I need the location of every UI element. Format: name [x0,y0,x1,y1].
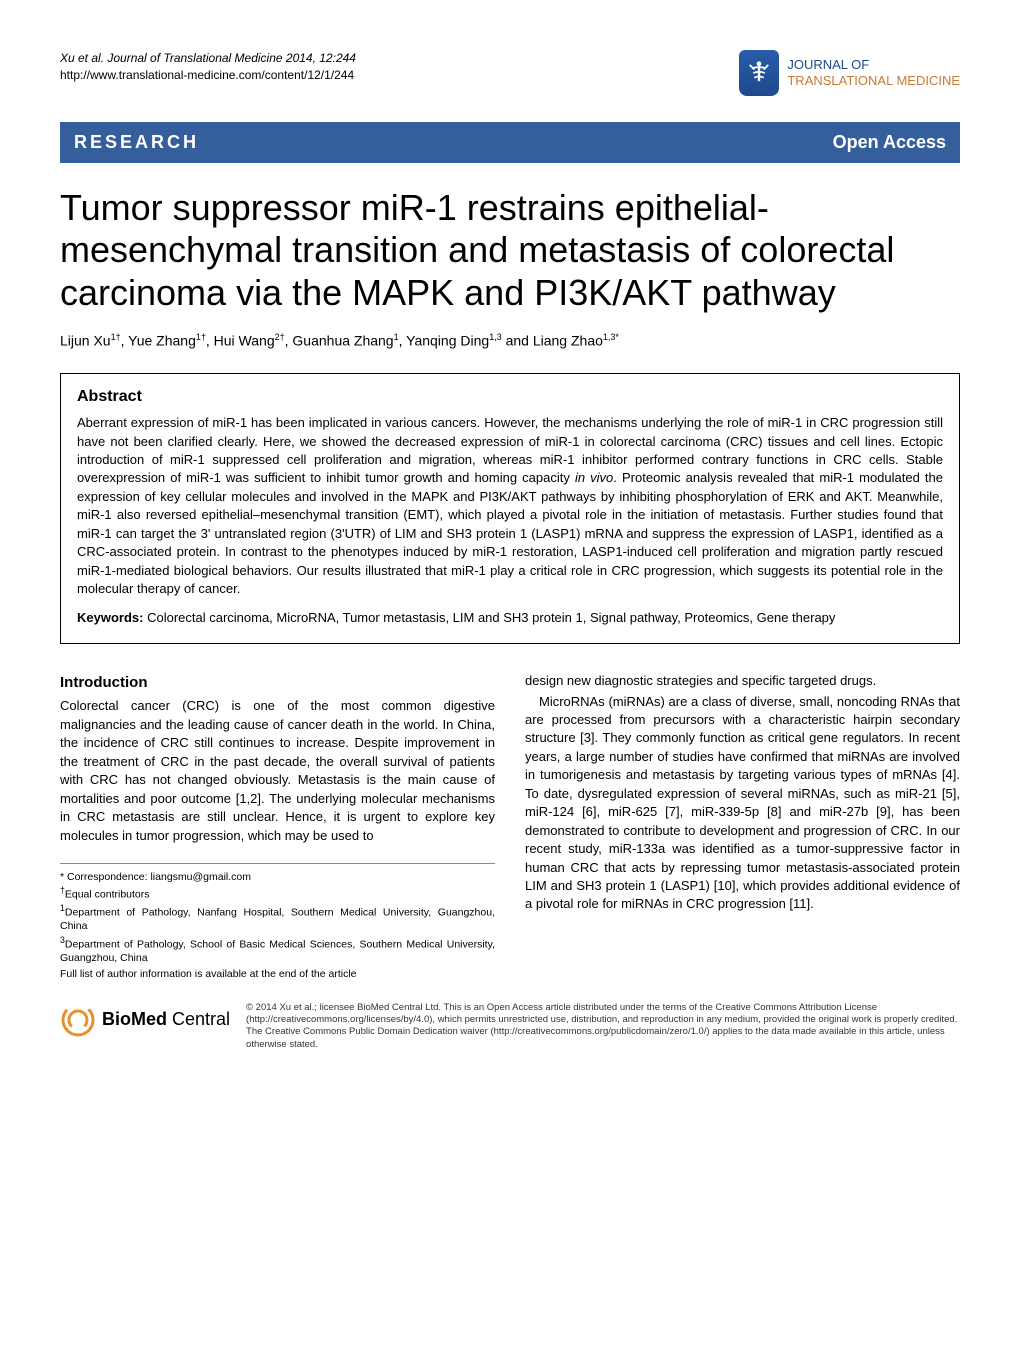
page-container: Xu et al. Journal of Translational Medic… [0,0,1020,1091]
header-row: Xu et al. Journal of Translational Medic… [60,50,960,96]
authors-line: Lijun Xu1†, Yue Zhang1†, Hui Wang2†, Gua… [60,332,960,349]
intro-right-p1: design new diagnostic strategies and spe… [525,672,960,690]
abstract-text: Aberrant expression of miR-1 has been im… [77,414,943,599]
left-column: Introduction Colorectal cancer (CRC) is … [60,672,495,982]
introduction-heading: Introduction [60,672,495,693]
article-type-label: RESEARCH [74,132,199,153]
intro-right-p2: MicroRNAs (miRNAs) are a class of divers… [525,693,960,914]
bmc-circle-icon [60,1002,96,1038]
abstract-box: Abstract Aberrant expression of miR-1 ha… [60,373,960,644]
right-column: design new diagnostic strategies and spe… [525,672,960,982]
journal-badge-icon [739,50,779,96]
body-columns: Introduction Colorectal cancer (CRC) is … [60,672,960,982]
citation-line-1: Xu et al. Journal of Translational Medic… [60,50,356,67]
intro-left-p1: Colorectal cancer (CRC) is one of the mo… [60,697,495,845]
bmc-text: BioMed Central [102,1009,230,1030]
correspondence-line: * Correspondence: liangsmu@gmail.com [60,870,495,884]
bmc-bold: BioMed [102,1009,167,1029]
keywords-label: Keywords: [77,610,143,625]
bmc-light: Central [167,1009,230,1029]
keywords-line: Keywords: Colorectal carcinoma, MicroRNA… [77,609,943,627]
affiliation-3: 3Department of Pathology, School of Basi… [60,935,495,966]
affiliation-1: 1Department of Pathology, Nanfang Hospit… [60,903,495,934]
equal-contributors-line: †Equal contributors [60,885,495,902]
caduceus-icon [745,59,773,87]
citation-line-2: http://www.translational-medicine.com/co… [60,67,356,84]
footnotes-block: * Correspondence: liangsmu@gmail.com †Eq… [60,863,495,981]
license-text: © 2014 Xu et al.; licensee BioMed Centra… [246,1002,960,1051]
journal-logo: JOURNAL OF TRANSLATIONAL MEDICINE [739,50,960,96]
open-access-label: Open Access [833,132,946,153]
keywords-text: Colorectal carcinoma, MicroRNA, Tumor me… [143,610,835,625]
journal-name: JOURNAL OF TRANSLATIONAL MEDICINE [787,57,960,88]
journal-name-line-2: TRANSLATIONAL MEDICINE [787,73,960,89]
citation-block: Xu et al. Journal of Translational Medic… [60,50,356,84]
biomed-central-logo: BioMed Central [60,1002,230,1038]
full-author-info: Full list of author information is avail… [60,967,495,981]
article-title: Tumor suppressor miR-1 restrains epithel… [60,187,960,314]
footer-row: BioMed Central © 2014 Xu et al.; license… [60,1002,960,1051]
journal-name-line-1: JOURNAL OF [787,57,960,73]
article-type-banner: RESEARCH Open Access [60,122,960,163]
abstract-heading: Abstract [77,388,943,406]
